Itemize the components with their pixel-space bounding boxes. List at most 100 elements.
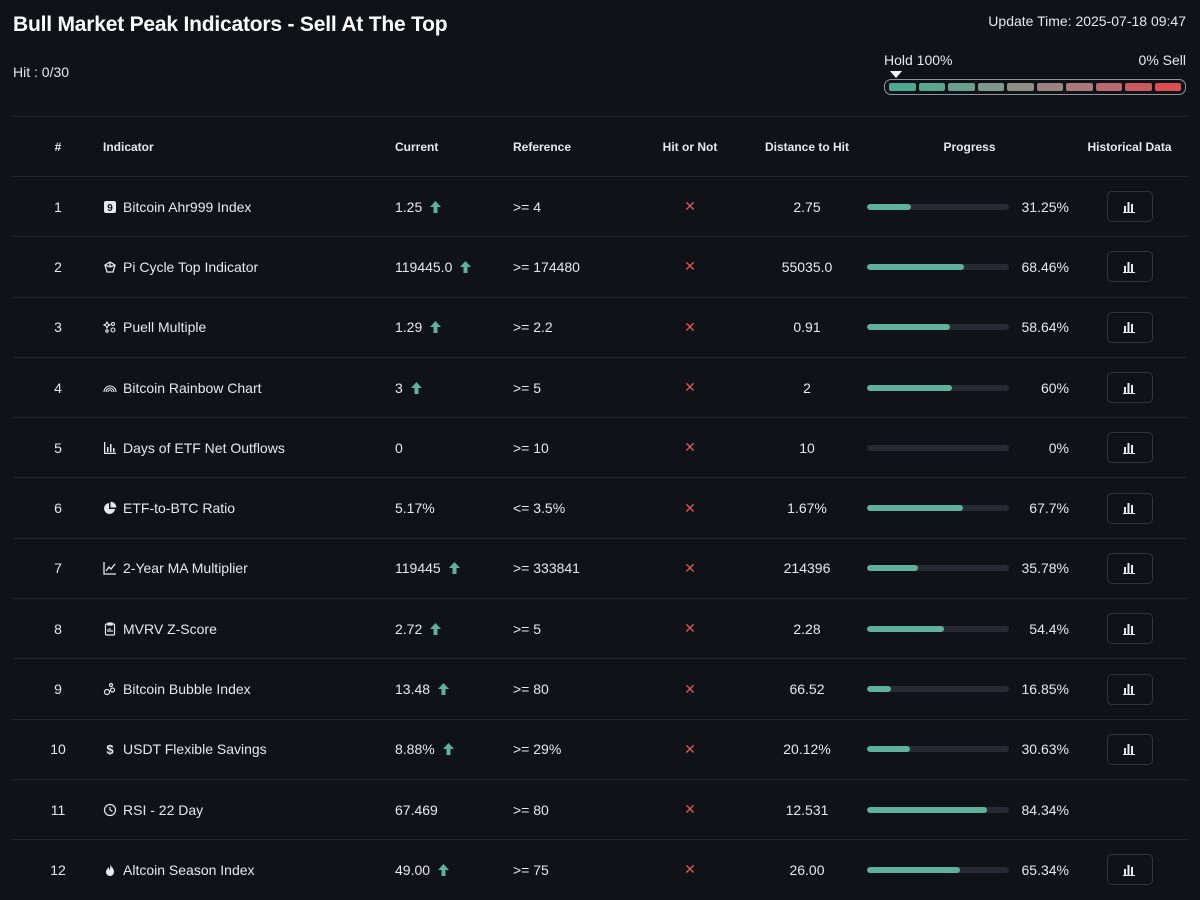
table-body: 1 9 Bitcoin Ahr999 Index 1.25 >= 4 ✕ 2.75 31.25… xyxy=(13,177,1187,900)
historical-data-button[interactable] xyxy=(1106,191,1153,223)
row-number: 7 xyxy=(54,560,62,577)
historical-data-button[interactable] xyxy=(1106,251,1153,283)
historical-cell xyxy=(1072,552,1187,584)
current-cell: 3 xyxy=(395,380,513,396)
progress-fill xyxy=(867,625,945,632)
gauge-segment xyxy=(889,83,916,91)
progress-track xyxy=(867,625,1009,632)
current-value: 3 xyxy=(395,379,403,396)
indicator-name: RSI - 22 Day xyxy=(123,801,204,818)
historical-data-button[interactable] xyxy=(1106,673,1153,705)
miss-x-icon: ✕ xyxy=(684,499,696,516)
progress-percent: 54.4% xyxy=(1029,620,1069,637)
miss-x-icon: ✕ xyxy=(684,439,696,456)
current-cell: 5.17% xyxy=(395,500,513,516)
header-hit: Hit or Not xyxy=(662,139,718,154)
historical-data-button[interactable] xyxy=(1106,854,1153,886)
historical-cell xyxy=(1072,492,1187,524)
progress-track xyxy=(867,565,1009,572)
current-cell: 2.72 xyxy=(395,621,513,637)
current-cell: 13.48 xyxy=(395,681,513,697)
progress-track xyxy=(867,203,1009,210)
historical-cell xyxy=(1072,733,1187,765)
hit-cell: ✕ xyxy=(633,560,747,577)
up-arrow-icon xyxy=(442,743,454,756)
current-value: 1.29 xyxy=(395,319,423,336)
progress-percent: 60% xyxy=(1040,379,1069,396)
progress-percent: 0% xyxy=(1048,439,1069,456)
historical-cell xyxy=(1072,251,1187,283)
miss-x-icon: ✕ xyxy=(684,379,696,396)
historical-data-button[interactable] xyxy=(1106,552,1153,584)
progress-percent: 65.34% xyxy=(1021,861,1069,878)
gauge-segment xyxy=(918,83,945,91)
bar-chart-icon xyxy=(1122,743,1137,756)
gauge-segment xyxy=(977,83,1004,91)
up-arrow-icon xyxy=(448,562,460,575)
historical-data-button[interactable] xyxy=(1106,432,1153,464)
indicators-table: # Indicator Current Reference Hit or Not… xyxy=(13,116,1187,900)
miss-x-icon: ✕ xyxy=(684,861,696,878)
up-arrow-icon xyxy=(410,381,422,394)
row-number: 8 xyxy=(54,620,62,637)
reference-value: >= 75 xyxy=(513,861,549,878)
row-number: 5 xyxy=(54,439,62,456)
miss-x-icon: ✕ xyxy=(684,198,696,215)
hit-cell: ✕ xyxy=(633,439,747,456)
nine-icon: 9 xyxy=(103,200,117,214)
distance-value: 214396 xyxy=(783,560,831,577)
historical-data-button[interactable] xyxy=(1106,372,1153,404)
up-arrow-icon xyxy=(430,200,442,213)
gauge-segment xyxy=(1154,83,1181,91)
header-reference: Reference xyxy=(513,139,572,154)
table-row: 10 $ USDT Flexible Savings 8.88% >= 29% ✕ 20.1… xyxy=(13,720,1187,780)
header-indicator: Indicator xyxy=(103,139,154,154)
gauge-segment xyxy=(1036,83,1063,91)
current-value: 5.17% xyxy=(395,500,435,517)
pie-chart-icon xyxy=(103,501,117,515)
progress-cell: 16.85% xyxy=(867,681,1072,697)
miss-x-icon: ✕ xyxy=(684,801,696,818)
indicator-name: Bitcoin Rainbow Chart xyxy=(123,379,262,396)
progress-percent: 67.7% xyxy=(1029,500,1069,517)
row-number: 2 xyxy=(54,258,62,275)
rainbow-icon xyxy=(103,381,117,395)
distance-value: 12.531 xyxy=(785,801,829,818)
hit-cell: ✕ xyxy=(633,861,747,878)
indicator-cell: $ USDT Flexible Savings xyxy=(103,741,395,757)
historical-data-button[interactable] xyxy=(1106,311,1153,343)
reference-value: >= 80 xyxy=(513,681,549,698)
row-number: 4 xyxy=(54,379,62,396)
table-row: 4 Bitcoin Rainbow Chart 3 >= 5 ✕ 2 60% xyxy=(13,358,1187,419)
table-row: 8 MVRV Z-Score 2.72 >= 5 ✕ 2.28 54.4% xyxy=(13,599,1187,660)
dollar-icon: $ xyxy=(103,742,117,756)
reference-value: >= 4 xyxy=(513,198,542,215)
historical-data-button[interactable] xyxy=(1106,492,1153,524)
indicator-name: Bitcoin Ahr999 Index xyxy=(123,198,252,215)
indicator-cell: Pi Cycle Top Indicator xyxy=(103,259,395,275)
historical-data-button[interactable] xyxy=(1106,613,1153,645)
current-value: 49.00 xyxy=(395,861,431,878)
historical-data-button[interactable] xyxy=(1106,733,1153,765)
gauge-sell-label: 0% Sell xyxy=(1138,52,1186,68)
hit-count: Hit : 0/30 xyxy=(13,64,70,80)
hit-cell: ✕ xyxy=(633,620,747,637)
miss-x-icon: ✕ xyxy=(684,318,696,335)
row-number: 9 xyxy=(54,681,62,698)
current-value: 1.25 xyxy=(395,198,423,215)
indicator-name: ETF-to-BTC Ratio xyxy=(123,500,236,517)
svg-text:9: 9 xyxy=(107,203,113,214)
reference-value: >= 2.2 xyxy=(513,319,553,336)
hit-cell: ✕ xyxy=(633,319,747,336)
current-cell: 8.88% xyxy=(395,741,513,757)
indicator-cell: Puell Multiple xyxy=(103,319,395,335)
update-time: Update Time: 2025-07-18 09:47 xyxy=(988,13,1186,29)
bar-chart-icon xyxy=(1122,201,1137,213)
current-cell: 119445 xyxy=(395,560,513,576)
historical-cell xyxy=(1072,311,1187,343)
reference-value: >= 5 xyxy=(513,620,542,637)
row-number: 6 xyxy=(54,500,62,517)
up-arrow-icon xyxy=(438,863,450,876)
indicator-cell: Days of ETF Net Outflows xyxy=(103,440,395,456)
up-arrow-icon xyxy=(460,260,472,273)
